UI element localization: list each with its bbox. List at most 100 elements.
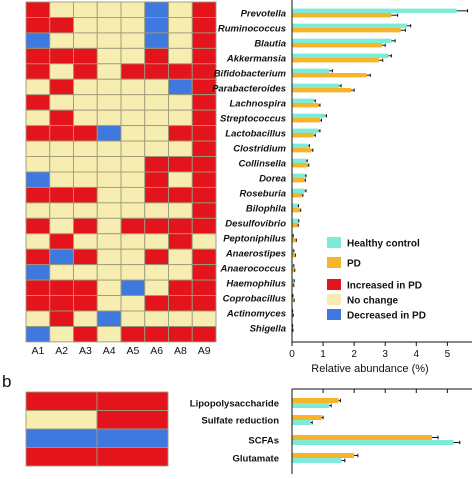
heatmap-cell <box>120 78 146 96</box>
heatmap-cell <box>25 326 51 343</box>
heatmap-cell <box>144 248 169 266</box>
bar-healthy <box>292 158 306 163</box>
heatmap-cell <box>120 217 146 235</box>
genus-label: Bilophila <box>246 204 286 215</box>
bar-pd <box>292 13 392 18</box>
heatmap-cell <box>25 17 51 34</box>
heatmap-cell <box>191 156 217 173</box>
heatmap-cell <box>144 47 169 65</box>
heatmap-cell <box>49 94 74 111</box>
heatmap-cell <box>73 63 98 80</box>
heatmap-cell <box>144 94 169 111</box>
heatmap-cell <box>96 410 169 430</box>
heatmap-cell <box>49 47 74 65</box>
heatmap-cell <box>49 63 74 80</box>
heatmap-cell <box>168 264 193 281</box>
legend: Healthy control PD Increased in PD No chang… <box>327 237 426 322</box>
bar-pd <box>292 435 432 440</box>
heatmap-cell <box>144 217 169 235</box>
bar-pd <box>292 193 302 198</box>
bar-chart-a: Prevotella Ruminococcus Blautia Akkermansia… <box>212 0 472 375</box>
column-label: A2 <box>55 345 68 357</box>
panel-b-letter: b <box>2 372 11 391</box>
heatmap-cell <box>49 1 74 18</box>
heatmap-cell <box>49 310 74 327</box>
heatmap-cell <box>25 94 51 111</box>
heatmap-cell <box>144 1 169 18</box>
heatmap-cell <box>49 217 74 235</box>
genus-label: Coprobacillus <box>223 294 286 305</box>
heatmap-cell <box>49 109 74 127</box>
heatmap-cell <box>144 78 169 96</box>
bar-pd <box>292 118 320 123</box>
heatmap-cell <box>49 156 74 173</box>
column-label: A9 <box>198 345 211 357</box>
genus-label: Collinsella <box>238 159 286 170</box>
legend-label-increased: Increased in PD <box>347 281 422 292</box>
heatmap-cell <box>120 326 146 343</box>
heatmap-cell <box>73 125 98 142</box>
heatmap-cell <box>73 310 98 327</box>
heatmap-cell <box>73 186 98 204</box>
heatmap-cell <box>120 125 146 142</box>
genus-label: Bifidobacterium <box>214 69 287 80</box>
pathway-label: Lipopolysaccharide <box>190 399 279 410</box>
heatmap-cell <box>73 156 98 173</box>
heatmap-cell <box>191 47 217 65</box>
heatmap-cell <box>25 217 51 235</box>
heatmap-cell <box>25 447 98 467</box>
heatmap-cell <box>96 279 122 297</box>
column-label: A6 <box>150 345 163 357</box>
heatmap-cell <box>168 125 193 142</box>
heatmap-cell <box>96 447 169 467</box>
bar-healthy <box>292 113 325 118</box>
genus-label: Haemophilus <box>226 279 286 290</box>
column-label: A8 <box>174 345 187 357</box>
genus-label: Desulfovibrio <box>225 219 286 230</box>
heatmap-cell <box>144 125 169 142</box>
heatmap-cell <box>25 109 51 127</box>
heatmap-cell <box>168 186 193 204</box>
heatmap-cell <box>25 248 51 266</box>
heatmap-cell <box>49 171 74 188</box>
heatmap-cell <box>191 171 217 188</box>
heatmap-cell <box>49 233 74 250</box>
heatmap-cell <box>191 295 217 312</box>
heatmap-cell <box>168 63 193 80</box>
bar-healthy <box>292 248 294 253</box>
heatmap-cell <box>168 17 193 34</box>
heatmap-cell <box>168 140 193 157</box>
bar-pd <box>292 163 308 168</box>
heatmap-cell <box>191 1 217 18</box>
genus-label: Dorea <box>259 174 286 185</box>
heatmap-cell <box>49 264 74 281</box>
heatmap-cell <box>96 310 122 327</box>
bar-pd <box>292 253 296 258</box>
bar-pd <box>292 43 383 48</box>
heatmap-cell <box>120 156 146 173</box>
heatmap-cell <box>191 186 217 204</box>
genus-label: Anaerostipes <box>225 249 286 260</box>
heatmap-cell <box>191 326 217 343</box>
heatmap-cell <box>49 32 74 49</box>
heatmap-cell <box>49 248 74 266</box>
heatmap-cell <box>73 295 98 312</box>
heatmap-cell <box>25 391 98 411</box>
heatmap-a-column-labels: A1 A2 A3 A4 A5 A6 A8 A9 <box>31 345 210 357</box>
heatmap-cell <box>168 326 193 343</box>
bar-pd <box>292 58 379 63</box>
heatmap-cell <box>168 171 193 188</box>
heatmap-cell <box>49 186 74 204</box>
heatmap-cell <box>144 264 169 281</box>
heatmap-cell <box>144 63 169 80</box>
bar-healthy <box>292 128 319 133</box>
heatmap-cell <box>96 125 122 142</box>
heatmap-b <box>25 391 169 467</box>
bar-pd <box>292 28 401 33</box>
heatmap-a <box>25 1 217 343</box>
heatmap-cell <box>168 78 193 96</box>
heatmap-cell <box>120 233 146 250</box>
bar-pd <box>292 238 296 243</box>
heatmap-cell <box>25 47 51 65</box>
